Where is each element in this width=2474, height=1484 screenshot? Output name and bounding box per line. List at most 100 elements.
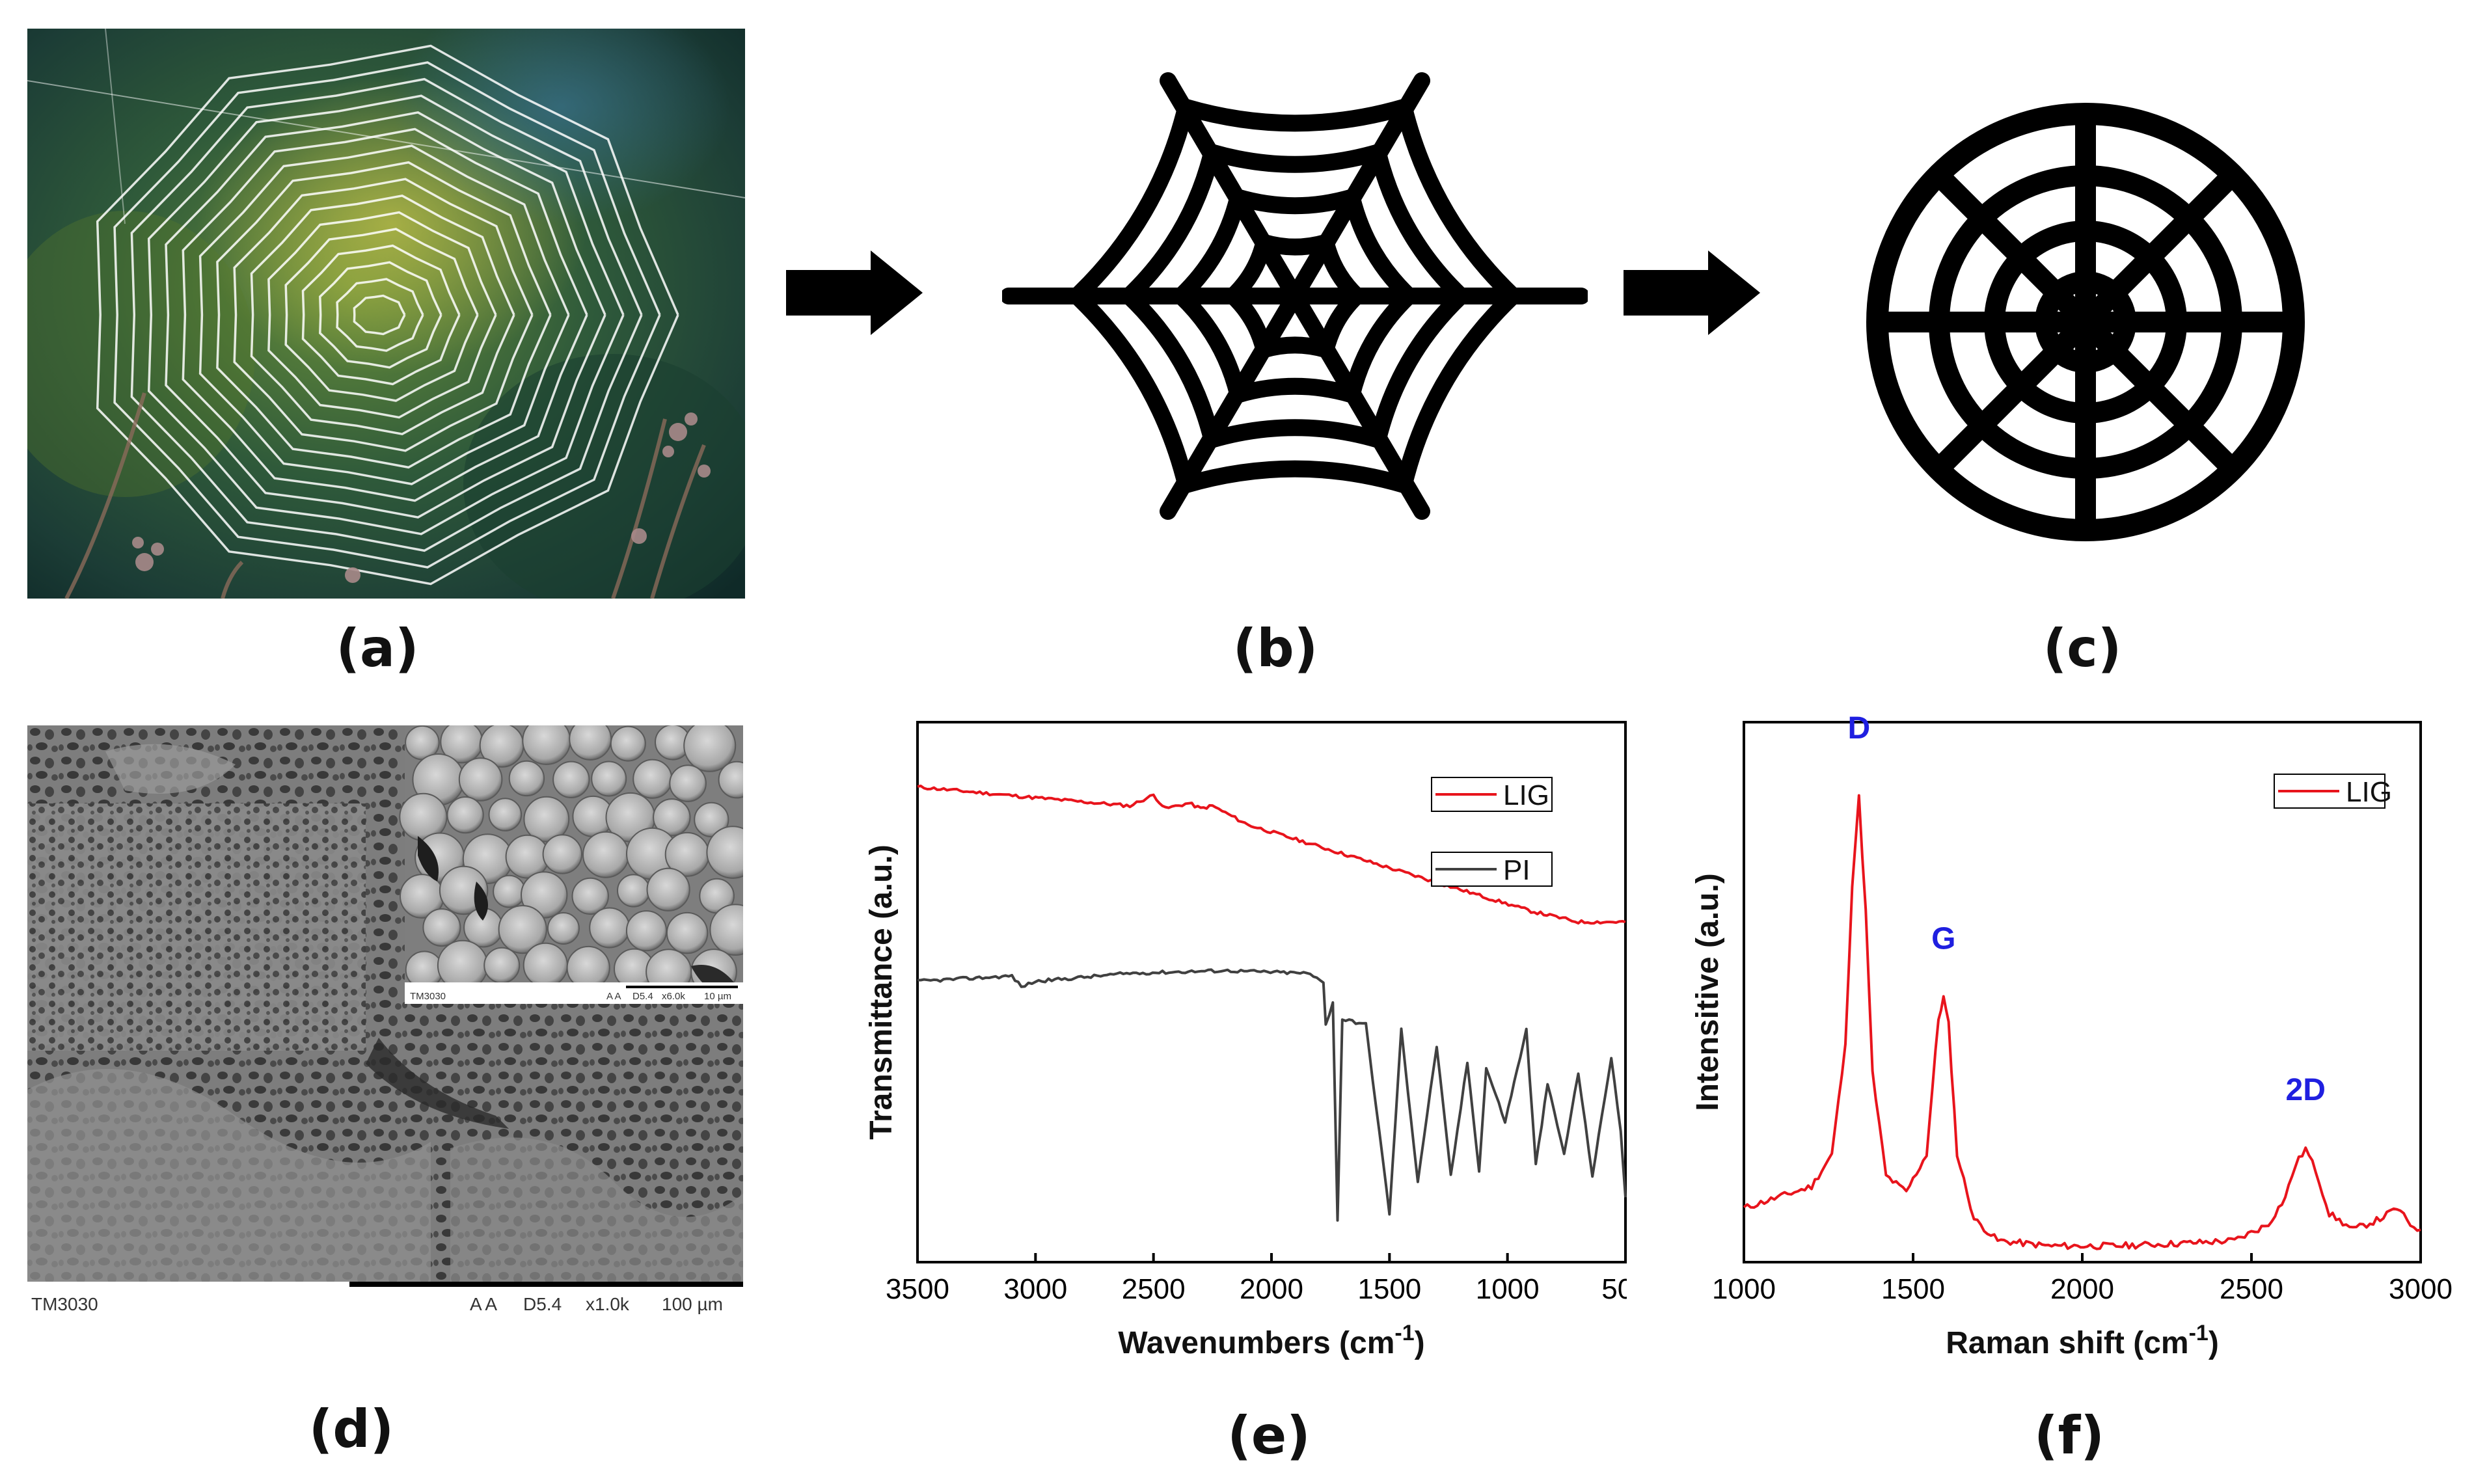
- web-ring: [233, 178, 534, 452]
- sem-inset-grain: [617, 874, 651, 908]
- web-ring: [96, 44, 679, 586]
- hex-web-ring: [1177, 460, 1413, 494]
- sem-inset-grain: [483, 947, 521, 984]
- panel-f-raman-chart: 1000 1500 2000 2500 3000 Raman shift (cm-1) In…: [1691, 716, 2453, 1360]
- hex-web-ring: [1177, 98, 1413, 132]
- y-axis-label: Intensitive (a.u.): [1691, 873, 1725, 1111]
- sem-inset-grain: [591, 761, 627, 797]
- panel-label-f: (f): [2034, 1405, 2104, 1466]
- sem-inset-grain: [653, 798, 691, 837]
- series-line-pi: [918, 968, 1627, 1222]
- web-ring: [284, 228, 479, 402]
- sem-inset-grain: [666, 911, 709, 954]
- web-ring: [130, 77, 643, 552]
- x-tick-label: 500: [1601, 1273, 1627, 1305]
- x-tick-label: 1000: [1476, 1273, 1540, 1305]
- series-line-lig: [1743, 794, 2421, 1250]
- sem-inset-grain: [632, 759, 673, 799]
- web-ring: [319, 261, 442, 369]
- sem-wd-label: D5.4: [523, 1294, 562, 1314]
- sem-scale-label: 100 µm: [662, 1294, 723, 1314]
- panel-label-e: (e): [1227, 1405, 1311, 1466]
- x-axis-label: Wavenumbers (cm-1): [1118, 1321, 1424, 1360]
- sem-inset-grain: [458, 757, 503, 802]
- inset-wd-label: D5.4: [632, 991, 653, 1002]
- hex-web-ring: [1068, 288, 1195, 494]
- hex-web-ring: [1343, 288, 1417, 403]
- peak-label: D: [1847, 716, 1870, 746]
- hex-web-ring: [1229, 189, 1361, 215]
- sem-mag-label: x1.0k: [586, 1294, 630, 1314]
- x-tick-label: 3000: [1003, 1273, 1067, 1305]
- sem-inset-grain: [523, 796, 570, 843]
- legend-label: PI: [1503, 854, 1530, 886]
- sem-inset-grain: [582, 831, 629, 878]
- sem-inset-grain: [589, 907, 631, 949]
- hex-web-ring: [1255, 234, 1335, 256]
- hex-web-ring: [1317, 288, 1365, 358]
- sem-inset-grain: [498, 905, 547, 954]
- sem-inset-grain: [446, 796, 484, 834]
- hex-web-ring: [1068, 98, 1195, 304]
- sem-info-bar: TM3030 A A D5.4 x1.0k 100 µm: [27, 1282, 743, 1321]
- x-tick-label: 2000: [2050, 1273, 2114, 1305]
- inset-scale-label: 10 µm: [704, 991, 731, 1002]
- x-tick-label: 1500: [1357, 1273, 1421, 1305]
- web-rings: [27, 28, 746, 586]
- web-ring: [147, 94, 625, 535]
- panel-b-hex-web-icon: [1002, 72, 1588, 520]
- web-ring: [250, 194, 515, 436]
- x-tick-label: 3000: [2389, 1273, 2453, 1305]
- arrow-b-to-c-icon: [1624, 250, 1760, 335]
- sem-inset-grain: [493, 874, 526, 908]
- sem-inset-grain: [646, 867, 690, 911]
- hex-web-ring: [1343, 189, 1417, 304]
- y-axis-label: Transmittance (a.u.): [864, 844, 899, 1139]
- hex-web-ring: [1229, 377, 1361, 403]
- panel-label-a: (a): [336, 618, 419, 679]
- web-ring: [216, 161, 552, 469]
- hex-web-ring: [1203, 419, 1387, 448]
- circular-web-hub: [2066, 303, 2105, 342]
- series-line-lig: [917, 785, 1626, 925]
- web-ring: [165, 111, 606, 519]
- plant-buds: [132, 412, 711, 583]
- hex-web-ring: [1255, 336, 1335, 358]
- peak-label: G: [1931, 922, 1955, 956]
- x-axis-label: Raman shift (cm-1): [1946, 1321, 2219, 1360]
- web-ring: [353, 294, 406, 336]
- hex-web-ring: [1369, 288, 1469, 448]
- plant-stems: [64, 392, 706, 600]
- sem-inset-grain: [542, 834, 582, 874]
- hex-web-ring: [1121, 144, 1221, 304]
- web-ring: [198, 144, 570, 485]
- panel-label-c: (c): [2043, 618, 2122, 679]
- web-ring: [336, 278, 424, 352]
- web-anchor-thread: [27, 80, 746, 198]
- hex-web-ring: [1173, 288, 1247, 403]
- sem-model-label: TM3030: [31, 1294, 98, 1314]
- sem-mode-label: A A: [470, 1294, 497, 1314]
- web-ring: [267, 211, 497, 419]
- sem-inset-grain: [569, 717, 612, 761]
- hex-web-ring: [1203, 144, 1387, 173]
- sem-inset: TM3030 A A D5.4 x6.0k 10 µm: [399, 716, 762, 1004]
- x-tick-label: 1000: [1712, 1273, 1776, 1305]
- inset-model-label: TM3030: [410, 991, 446, 1002]
- arrow-a-to-b-icon: [786, 250, 923, 335]
- panel-d-sem-image: TM3030 A A D5.4 x6.0k 10 µm: [27, 716, 762, 1282]
- sem-inset-grain: [547, 912, 580, 945]
- inset-mag-label: x6.0k: [662, 991, 685, 1002]
- spider-web-photo: [0, 0, 763, 614]
- x-tick-label: 2500: [1122, 1273, 1186, 1305]
- x-tick-label: 2500: [2220, 1273, 2283, 1305]
- hex-web-ring: [1173, 189, 1247, 304]
- panel-c-circular-web-icon: [1866, 103, 2305, 541]
- sem-inset-grain: [552, 761, 590, 799]
- hex-web-ring: [1395, 288, 1521, 494]
- x-tick-label: 2000: [1240, 1273, 1303, 1305]
- panel-a-photo: [0, 0, 763, 614]
- legend-label: LIG: [1503, 779, 1549, 811]
- sem-inset-grain: [523, 942, 568, 988]
- panel-label-d: (d): [308, 1399, 394, 1459]
